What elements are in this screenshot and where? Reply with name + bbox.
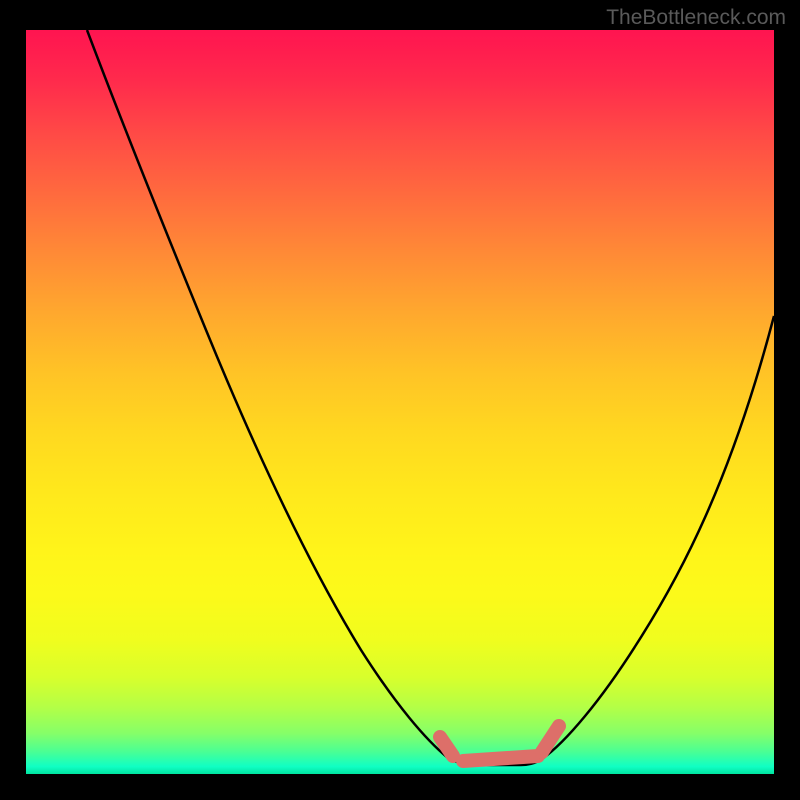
watermark-text: TheBottleneck.com <box>606 6 786 30</box>
bottleneck-curve <box>26 30 774 774</box>
curve-path <box>87 30 774 765</box>
chart-plot-area <box>26 30 774 774</box>
highlight-group <box>440 726 559 761</box>
highlight-seg-2 <box>463 756 538 761</box>
